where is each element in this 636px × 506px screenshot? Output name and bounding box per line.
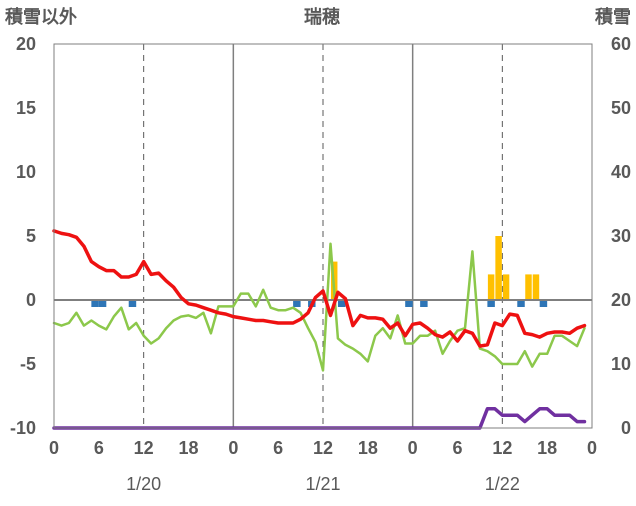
x-tick-label: 6	[273, 438, 283, 458]
precip-marker	[337, 301, 346, 307]
precip-marker	[293, 301, 301, 307]
precip-marker	[420, 301, 428, 307]
date-label: 1/21	[305, 474, 340, 494]
right-axis-title: 積雪	[594, 6, 631, 27]
date-label: 1/22	[485, 474, 520, 494]
precip-marker	[98, 301, 107, 307]
left-y-tick-label: 15	[16, 98, 36, 118]
snow-depth-line	[52, 407, 587, 430]
precip-marker	[405, 301, 413, 307]
right-y-tick-label: 60	[611, 34, 631, 54]
right-y-tick-label: 50	[611, 98, 631, 118]
x-tick-label: 12	[134, 438, 154, 458]
left-y-tick-label: -10	[10, 418, 36, 438]
temperature-line	[52, 229, 587, 348]
x-tick-label: 18	[358, 438, 378, 458]
precip-marker	[517, 301, 525, 307]
x-axis-ticks: 0 6 12 18 0 6 12 18 0 6 12 18 0	[49, 438, 597, 458]
x-tick-label: 12	[492, 438, 512, 458]
date-labels: 1/20 1/21 1/22	[126, 474, 520, 494]
x-tick-label: 0	[49, 438, 59, 458]
x-tick-label: 0	[587, 438, 597, 458]
date-label: 1/20	[126, 474, 161, 494]
chart-title: 瑞穂	[304, 6, 340, 27]
right-y-tick-label: 20	[611, 290, 631, 310]
right-y-tick-label: 0	[621, 418, 631, 438]
snowfall-bar	[487, 274, 495, 300]
precip-marker	[487, 301, 495, 307]
snowfall-bar	[502, 274, 510, 300]
left-y-tick-label: 20	[16, 34, 36, 54]
plot-border	[53, 43, 593, 429]
snowfall-bar	[532, 274, 540, 300]
x-tick-label: 6	[94, 438, 104, 458]
right-y-tick-label: 10	[611, 354, 631, 374]
precip-marker	[128, 301, 137, 307]
left-y-tick-label: 5	[26, 226, 36, 246]
left-axis-title: 積雪以外	[4, 6, 77, 27]
x-tick-label: 18	[537, 438, 557, 458]
precip-marker	[539, 301, 548, 307]
x-tick-label: 12	[313, 438, 333, 458]
snowfall-bar	[525, 274, 532, 300]
right-y-tick-label: 40	[611, 162, 631, 182]
series-lines-layer	[52, 229, 587, 430]
x-tick-label: 0	[408, 438, 418, 458]
left-y-tick-label: -5	[20, 354, 36, 374]
green-series-line	[52, 242, 586, 372]
x-tick-label: 0	[228, 438, 238, 458]
snowfall-bar	[495, 236, 502, 300]
left-y-tick-label: 0	[26, 290, 36, 310]
x-tick-label: 6	[452, 438, 462, 458]
left-axis-ticks: -10 -5 0 5 10 15 20	[10, 34, 36, 438]
precip-marker	[91, 301, 99, 307]
right-y-tick-label: 30	[611, 226, 631, 246]
left-y-tick-label: 10	[16, 162, 36, 182]
right-axis-ticks: 0 10 20 30 40 50 60	[611, 34, 631, 438]
x-tick-label: 18	[178, 438, 198, 458]
